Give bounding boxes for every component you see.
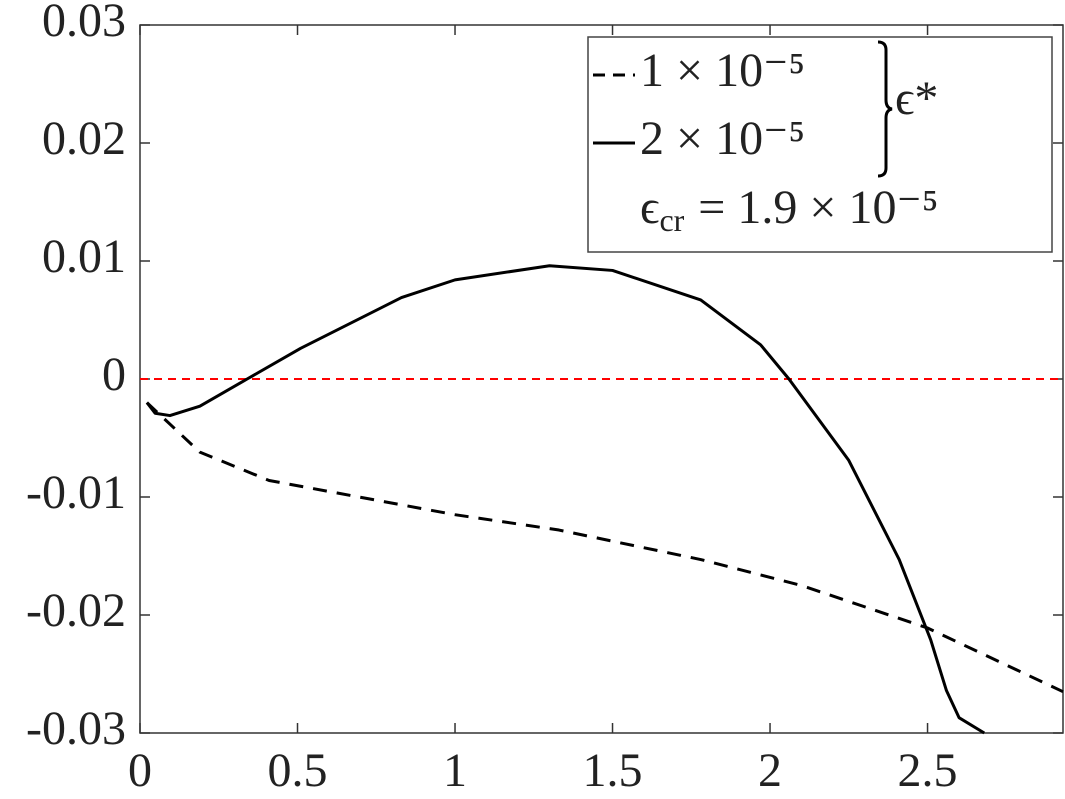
legend-label: 2 × 10⁻⁵ [640,112,805,165]
legend-label: 1 × 10⁻⁵ [640,44,805,97]
y-tick-label: 0.02 [42,112,126,165]
legend-box [587,36,1053,253]
series-line [145,264,986,735]
x-tick-label: 2 [758,744,782,797]
legend: 1 × 10⁻⁵ 2 × 10⁻⁵ ϵ* ϵcr = 1.9 × 10⁻⁵ [587,36,1053,253]
annotation-subscript: cr [659,202,684,238]
x-tick-label: 0.5 [268,744,328,797]
x-tick-label: 1.5 [583,744,643,797]
y-tick-label: 0.03 [42,0,126,47]
x-tick-label: 2.5 [898,744,958,797]
x-tick-label: 1 [443,744,467,797]
y-tick-label: -0.01 [26,466,126,519]
annotation-symbol: ϵ [640,181,659,234]
annotation: ϵcr = 1.9 × 10⁻⁵ [640,181,939,238]
series-line [145,401,1064,694]
x-tick-label: 0 [128,744,152,797]
y-tick-label: 0.01 [42,230,126,283]
legend-group-label: ϵ* [895,72,938,125]
y-tick-label: -0.03 [26,702,126,755]
annotation-rest: = 1.9 × 10⁻⁵ [698,181,938,234]
legend-brace [877,40,893,178]
y-tick-label: -0.02 [26,584,126,637]
y-tick-label: 0 [102,348,126,401]
